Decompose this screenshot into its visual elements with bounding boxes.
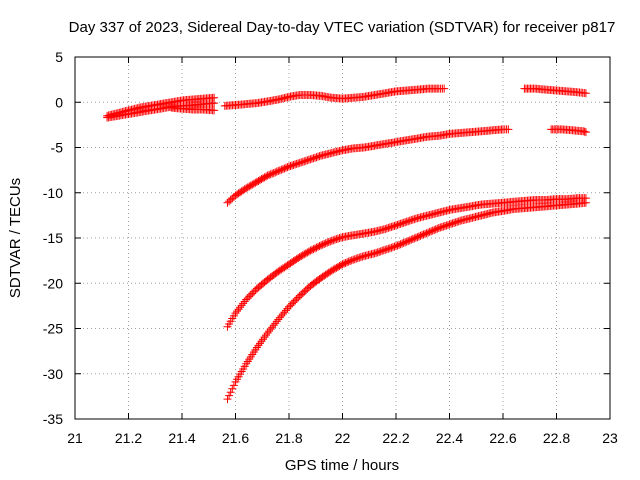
x-tick-labels: 21 21.2 21.4 21.6 21.8 22 22.2 22.4 22.6 22.8 23 <box>67 430 618 446</box>
series-segment-g <box>223 198 590 404</box>
x-tick-label: 21.2 <box>115 430 142 446</box>
y-tick-label: -15 <box>43 230 63 246</box>
data-point <box>581 128 590 137</box>
y-axis-label: SDTVAR / TECUs <box>7 178 24 298</box>
chart-title: Day 337 of 2023, Sidereal Day-to-day VTE… <box>69 19 616 36</box>
series-segment-f <box>223 194 590 331</box>
x-tick-label: 21.8 <box>275 430 302 446</box>
data-point <box>440 84 449 93</box>
data-point <box>259 335 268 344</box>
data-point <box>504 125 513 134</box>
data-point <box>252 343 261 352</box>
y-tick-label: -35 <box>43 411 63 427</box>
x-tick-label: 22.4 <box>436 430 463 446</box>
y-tick-labels: 5 0 -5 -10 -15 -20 -25 -30 -35 <box>43 49 63 427</box>
x-tick-label: 21 <box>67 430 83 446</box>
y-tick-label: 5 <box>55 49 63 65</box>
series-segment-a3 <box>167 103 219 115</box>
x-tick-label: 22.8 <box>543 430 570 446</box>
x-axis-label: GPS time / hours <box>285 457 399 474</box>
data-point <box>226 388 235 397</box>
y-tick-label: -20 <box>43 275 63 291</box>
x-tick-label: 21.6 <box>222 430 249 446</box>
y-tick-label: -5 <box>51 140 64 156</box>
x-tick-label: 22.6 <box>489 430 516 446</box>
y-tick-label: -10 <box>43 185 63 201</box>
x-tick-label: 21.4 <box>168 430 195 446</box>
data-point <box>262 331 271 340</box>
series-segment-d <box>223 125 513 207</box>
data-point <box>260 333 269 342</box>
data-point <box>255 339 264 348</box>
data-point <box>228 384 237 393</box>
x-tick-label: 22 <box>335 430 351 446</box>
data-point <box>581 89 590 98</box>
data-point <box>229 381 238 390</box>
y-tick-label: 0 <box>55 94 63 110</box>
y-tick-label: -25 <box>43 321 63 337</box>
series-segment-e <box>547 125 590 137</box>
data-point <box>210 99 219 108</box>
axis-ticks <box>74 56 611 420</box>
data-points <box>103 84 590 404</box>
x-tick-label: 22.2 <box>382 430 409 446</box>
data-point <box>225 391 234 400</box>
data-point <box>223 395 232 404</box>
data-point <box>254 341 263 350</box>
series-segment-c <box>520 84 590 98</box>
data-point <box>581 198 590 207</box>
data-point <box>257 337 266 346</box>
x-tick-label: 23 <box>602 430 618 446</box>
y-tick-label: -30 <box>43 366 63 382</box>
series-segment-b <box>220 84 449 110</box>
data-point <box>210 106 219 115</box>
